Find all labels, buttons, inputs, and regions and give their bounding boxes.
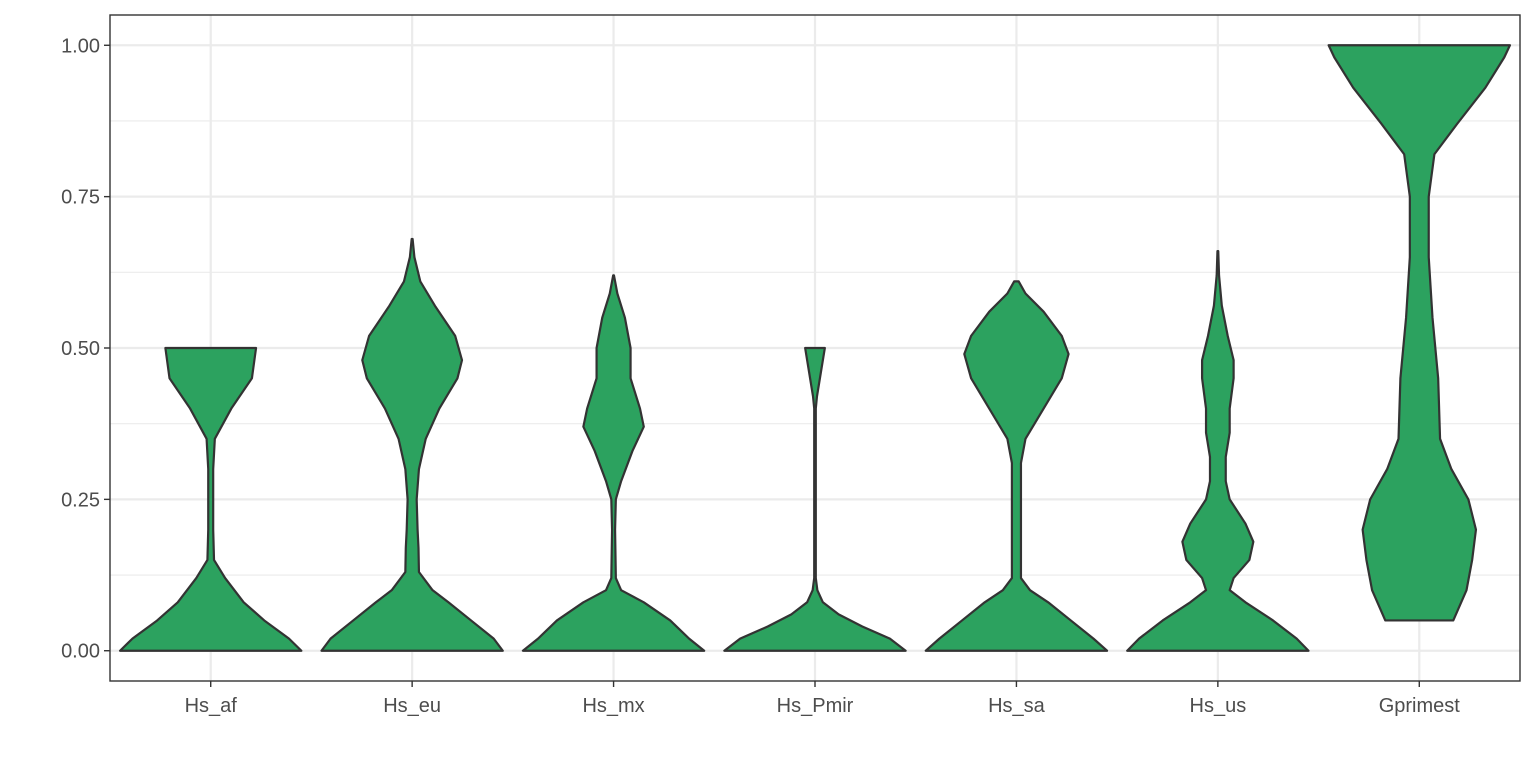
y-tick-label: 1.00 [61, 35, 100, 57]
violin-hs-eu [320, 237, 504, 652]
violin-hs-mx [521, 274, 706, 652]
x-tick-label: Gprimest [1379, 695, 1461, 717]
violin-hs-us [1126, 250, 1310, 652]
y-tick-label: 0.75 [61, 187, 100, 209]
x-tick-label: Hs_us [1190, 695, 1247, 717]
violin-gprimest [1327, 44, 1512, 622]
x-tick-label: Hs_mx [582, 695, 644, 717]
violin-hs-pmir [723, 346, 907, 652]
y-tick-label: 0.25 [61, 489, 100, 511]
violin-hs-sa [924, 280, 1109, 652]
x-tick-label: Hs_af [185, 695, 238, 717]
x-tick-label: Hs_sa [988, 695, 1046, 717]
violin-hs-af [118, 346, 303, 652]
y-tick-label: 0.50 [61, 338, 100, 360]
x-tick-label: Hs_eu [383, 695, 441, 717]
x-tick-label: Hs_Pmir [777, 695, 854, 717]
y-tick-label: 0.00 [61, 641, 100, 663]
